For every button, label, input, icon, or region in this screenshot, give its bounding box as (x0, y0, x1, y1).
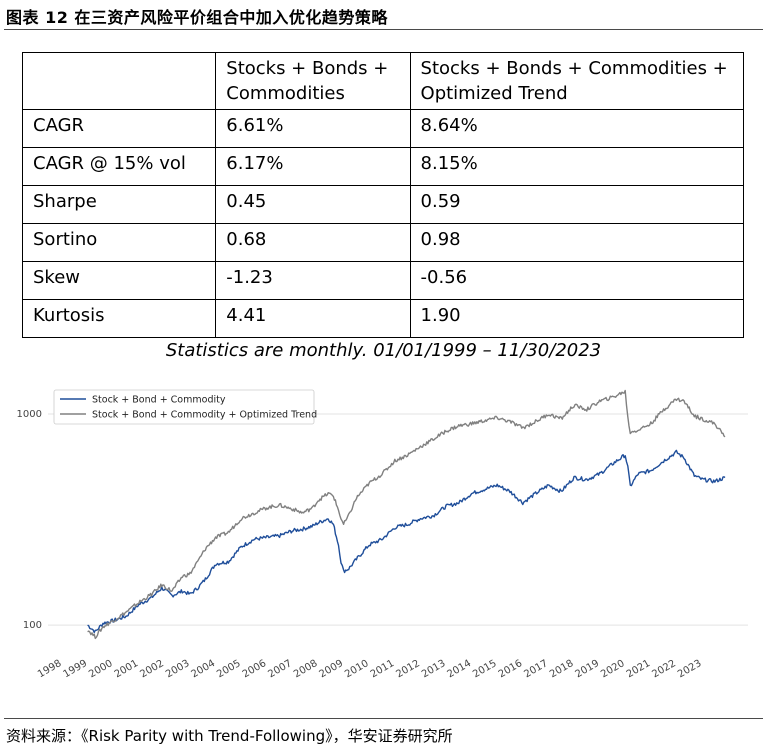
metric-value-cell: 8.64% (409, 109, 745, 148)
figure-title: 图表 12 在三资产风险平价组合中加入优化趋势策略 (6, 8, 388, 27)
metric-value-cell: 1.90 (409, 299, 745, 338)
y-tick-label: 100 (23, 620, 42, 631)
x-tick-label: 2003 (164, 658, 192, 680)
y-axis-ticks: 100 1000 (17, 409, 42, 631)
series-lines (87, 389, 726, 640)
metric-label-cell: Sortino (21, 223, 217, 262)
x-tick-label: 2013 (420, 658, 448, 680)
legend-label: Stock + Bond + Commodity (92, 395, 226, 406)
metric-value-cell: -0.56 (409, 261, 745, 300)
x-axis-ticks: 1998199920002001200220032004200520062007… (36, 658, 704, 680)
metric-label-cell: CAGR (21, 109, 217, 148)
table-row: Skew -1.23 -0.56 (21, 261, 745, 300)
x-tick-label: 2005 (215, 658, 243, 680)
table-header-cell (21, 52, 217, 110)
metric-value-cell: -1.23 (215, 261, 411, 300)
x-tick-label: 2021 (625, 658, 653, 680)
metric-value-cell: 6.61% (215, 109, 411, 148)
table-header-cell: Stocks + Bonds + Commodities (215, 52, 411, 110)
x-tick-label: 2022 (650, 658, 678, 680)
header-line: Commodities (226, 83, 345, 104)
table-row: Kurtosis 4.41 1.90 (21, 299, 745, 338)
metric-label-cell: CAGR @ 15% vol (21, 147, 217, 186)
x-tick-label: 2008 (292, 658, 320, 680)
x-tick-label: 2014 (446, 658, 474, 680)
x-tick-label: 2002 (138, 658, 166, 680)
y-tick-label: 1000 (17, 409, 42, 420)
x-tick-label: 2010 (343, 658, 371, 680)
metric-value-cell: 4.41 (215, 299, 411, 338)
x-tick-label: 2000 (87, 658, 115, 680)
statistics-table: Stocks + Bonds + Commodities Stocks + Bond… (21, 52, 745, 338)
metric-value-cell: 0.98 (409, 223, 745, 262)
metric-value-cell: 0.68 (215, 223, 411, 262)
x-tick-label: 2004 (190, 658, 218, 680)
table-caption: Statistics are monthly. 01/01/1999 – 11/… (165, 340, 602, 361)
top-divider (4, 29, 763, 30)
series-line-2 (87, 389, 726, 640)
x-tick-label: 2023 (676, 658, 704, 680)
header-line: Optimized Trend (420, 83, 568, 104)
source-note: 资料来源：《Risk Parity with Trend-Following》，… (6, 725, 453, 746)
source-text: 《Risk Parity with Trend-Following》，华安证券研… (81, 727, 453, 745)
header-line: Stocks + Bonds + Commodities + (420, 58, 728, 79)
x-tick-label: 2015 (471, 658, 499, 680)
header-line: Stocks + Bonds + (226, 58, 389, 79)
x-tick-label: 2011 (369, 658, 397, 680)
x-tick-label: 2018 (548, 658, 576, 680)
table-header-cell: Stocks + Bonds + Commodities + Optimized … (409, 52, 745, 110)
metric-value-cell: 6.17% (215, 147, 411, 186)
legend-label: Stock + Bond + Commodity + Optimized Tre… (92, 410, 317, 421)
table-header-row: Stocks + Bonds + Commodities Stocks + Bond… (21, 52, 745, 110)
x-tick-label: 2007 (266, 658, 294, 680)
source-prefix: 资料来源： (6, 727, 82, 745)
x-tick-label: 2020 (599, 658, 627, 680)
table-row: CAGR 6.61% 8.64% (21, 109, 745, 148)
metric-value-cell: 8.15% (409, 147, 745, 186)
metric-label-cell: Skew (21, 261, 217, 300)
performance-line-chart: 100 1000 19981999200020012002200320042005… (17, 389, 748, 680)
series-line-1 (87, 449, 726, 634)
bottom-divider (4, 718, 763, 719)
x-tick-label: 2009 (318, 658, 346, 680)
x-tick-label: 1999 (62, 658, 90, 680)
metric-label-cell: Kurtosis (21, 299, 217, 338)
x-tick-label: 2001 (113, 658, 141, 680)
x-tick-label: 2017 (522, 658, 550, 680)
x-tick-label: 2006 (241, 658, 269, 680)
metric-value-cell: 0.59 (409, 185, 745, 224)
chart-legend: Stock + Bond + Commodity Stock + Bond + C… (53, 389, 317, 425)
metric-label-cell: Sharpe (21, 185, 217, 224)
x-tick-label: 2019 (574, 658, 602, 680)
table-row: Sortino 0.68 0.98 (21, 223, 745, 262)
x-tick-label: 2016 (497, 658, 525, 680)
legend-box (53, 389, 315, 425)
metric-value-cell: 0.45 (215, 185, 411, 224)
table-row: Sharpe 0.45 0.59 (21, 185, 745, 224)
x-tick-label: 2012 (394, 658, 422, 680)
table-row: CAGR @ 15% vol 6.17% 8.15% (21, 147, 745, 186)
x-tick-label: 1998 (36, 658, 64, 680)
